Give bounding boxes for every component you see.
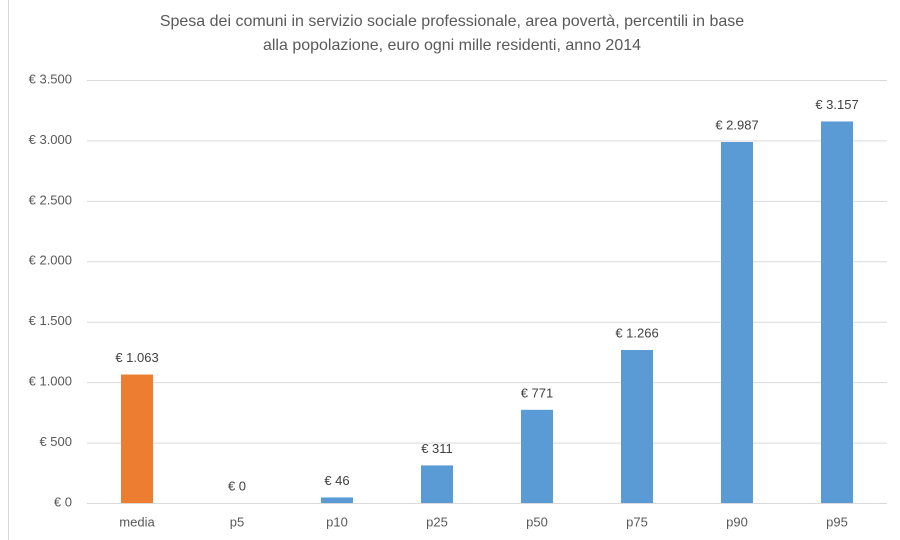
y-tick-label: € 1.500 [29,313,72,328]
chart-title: alla popolazione, euro ogni mille reside… [263,37,641,54]
bar [621,349,653,503]
bar [121,374,153,503]
chart-title: Spesa dei comuni in servizio sociale pro… [160,13,744,30]
value-label: € 3.157 [815,97,858,112]
x-tick-label: p25 [426,514,448,529]
x-tick-label: media [119,514,155,529]
y-tick-label: € 2.500 [29,192,72,207]
y-tick-label: € 1.000 [29,374,72,389]
bar [721,141,753,504]
bar [521,409,553,503]
y-tick-label: € 0 [54,494,72,509]
x-tick-label: p50 [526,514,548,529]
x-tick-label: p5 [230,514,244,529]
y-tick-label: € 500 [39,434,72,449]
value-label: € 2.987 [715,117,758,132]
y-tick-label: € 2.000 [29,253,72,268]
bar [321,497,353,503]
x-tick-label: p10 [326,514,348,529]
bar [821,121,853,503]
bar [421,465,453,503]
value-label: € 1.266 [615,325,658,340]
value-label: € 311 [421,441,453,456]
x-tick-label: p75 [626,514,648,529]
y-tick-label: € 3.500 [29,71,72,86]
value-label: € 0 [228,478,246,493]
value-label: € 771 [521,385,554,400]
x-tick-label: p95 [826,514,848,529]
y-tick-label: € 3.000 [29,132,72,147]
value-label: € 1.063 [115,350,158,365]
x-tick-label: p90 [726,514,748,529]
value-label: € 46 [324,473,349,488]
